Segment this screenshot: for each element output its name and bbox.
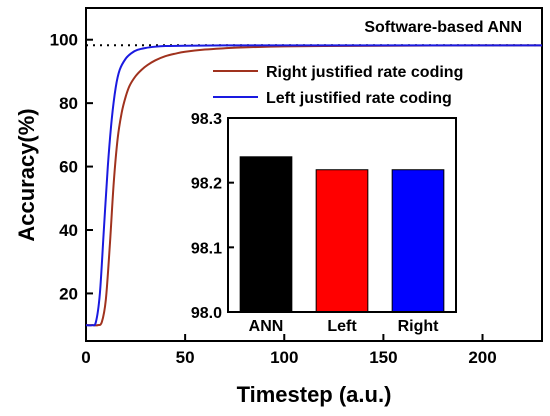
inset-bar-chart: ANN Left Right 98.0 98.1 98.2 98.3 xyxy=(191,111,445,335)
legend: Right justified rate coding Left justifi… xyxy=(213,64,463,107)
y-axis-title: Accuracy(%) xyxy=(14,108,39,241)
legend-label-left: Left justified rate coding xyxy=(266,90,452,107)
reference-line-label: Software-based ANN xyxy=(364,19,522,36)
inset-x-tick-label: Right xyxy=(398,318,440,335)
x-tick-label: 50 xyxy=(176,348,195,367)
inset-frame xyxy=(227,117,457,313)
y-tick-label: 100 xyxy=(50,31,78,50)
x-tick-label: 100 xyxy=(270,348,298,367)
inset-bar-ann xyxy=(239,156,293,313)
inset-y-tick-label: 98.0 xyxy=(191,305,222,322)
x-tick-label: 0 xyxy=(81,348,90,367)
main-axis-ticks: 0 50 100 150 200 20 40 60 80 100 xyxy=(50,31,497,367)
series-lines xyxy=(85,44,543,327)
y-tick-label: 40 xyxy=(59,221,78,240)
inset-x-tick-label: ANN xyxy=(249,318,284,335)
inset-x-tick-label: Left xyxy=(327,318,357,335)
x-tick-label: 200 xyxy=(468,348,496,367)
inset-y-tick-label: 98.3 xyxy=(191,111,222,128)
x-tick-label: 150 xyxy=(369,348,397,367)
inset-y-tick-label: 98.2 xyxy=(191,176,222,193)
x-axis-title: Timestep (a.u.) xyxy=(237,382,392,407)
series-line-left-justified xyxy=(85,44,542,327)
legend-label-right: Right justified rate coding xyxy=(266,64,463,81)
inset-bar-right xyxy=(391,169,445,313)
y-tick-label: 80 xyxy=(59,94,78,113)
y-tick-label: 20 xyxy=(59,284,78,303)
plot-frame xyxy=(85,7,543,342)
y-tick-label: 60 xyxy=(59,158,78,177)
inset-y-tick-label: 98.1 xyxy=(191,240,222,257)
inset-bar-left xyxy=(315,169,369,313)
